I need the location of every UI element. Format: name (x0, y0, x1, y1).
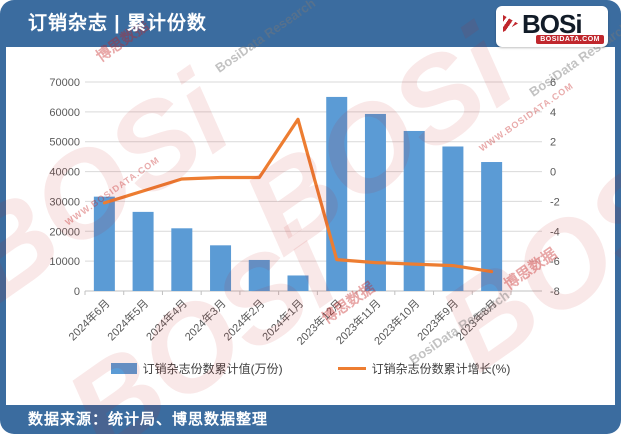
logo-domain: BOSIDATA.COM (536, 35, 604, 44)
bar (442, 146, 464, 291)
right-axis-tick: 6 (550, 77, 556, 89)
bar-series-swatch (110, 363, 137, 374)
right-axis-tick: 2 (550, 137, 556, 149)
bar (403, 130, 425, 291)
x-axis-label: 2024年4月 (143, 296, 190, 343)
bar (171, 228, 193, 291)
x-axis-label: 2024年6月 (65, 296, 112, 343)
legend: 订销杂志份数累计值(万份) 订销杂志份数累计增长(%) (0, 360, 621, 377)
right-axis-tick: 4 (550, 107, 556, 119)
left-axis-tick: 70000 (49, 77, 80, 89)
x-axis-label: 2023年8月 (453, 296, 500, 343)
legend-item-line: 订销杂志份数累计增长(%) (337, 360, 511, 377)
left-axis-tick: 30000 (49, 196, 80, 208)
bar (132, 211, 154, 291)
bar (364, 113, 386, 291)
bar (93, 196, 115, 291)
left-axis-tick: 40000 (49, 167, 80, 179)
right-axis-tick: -6 (550, 256, 560, 268)
left-axis-tick: 50000 (49, 137, 80, 149)
growth-line (102, 117, 494, 274)
right-axis-tick: -2 (550, 196, 560, 208)
legend-item-bars: 订销杂志份数累计值(万份) (110, 360, 283, 377)
x-axis-label: 2024年3月 (182, 296, 229, 343)
line-series-swatch (337, 367, 366, 370)
bar (210, 245, 232, 291)
left-axis-tick: 0 (74, 286, 80, 298)
bar-series-label: 订销杂志份数累计值(万份) (142, 362, 283, 376)
bar (481, 162, 503, 291)
bar (326, 96, 348, 291)
right-axis-tick: -8 (550, 286, 560, 298)
x-axis-label: 2024年5月 (104, 296, 151, 343)
bosi-logo: BOSi BOSIDATA.COM (496, 6, 608, 47)
left-axis-tick: 10000 (49, 256, 80, 268)
right-axis-tick: -4 (550, 226, 560, 238)
left-axis-tick: 60000 (49, 107, 80, 119)
line-series-label: 订销杂志份数累计增长(%) (371, 362, 511, 376)
x-axis-label: 2024年2月 (220, 296, 267, 343)
right-axis-tick: 0 (550, 167, 556, 179)
logo-wordmark: BOSi (522, 9, 583, 39)
page-title: 订销杂志 | 累计份数 (28, 13, 207, 34)
bar (248, 259, 270, 291)
left-axis-tick: 20000 (49, 226, 80, 238)
logo-flag-icon (503, 15, 518, 32)
data-source: 数据来源：统计局、博思数据整理 (28, 411, 269, 428)
x-axis-label: 2023年9月 (414, 296, 461, 343)
bar (287, 275, 309, 291)
